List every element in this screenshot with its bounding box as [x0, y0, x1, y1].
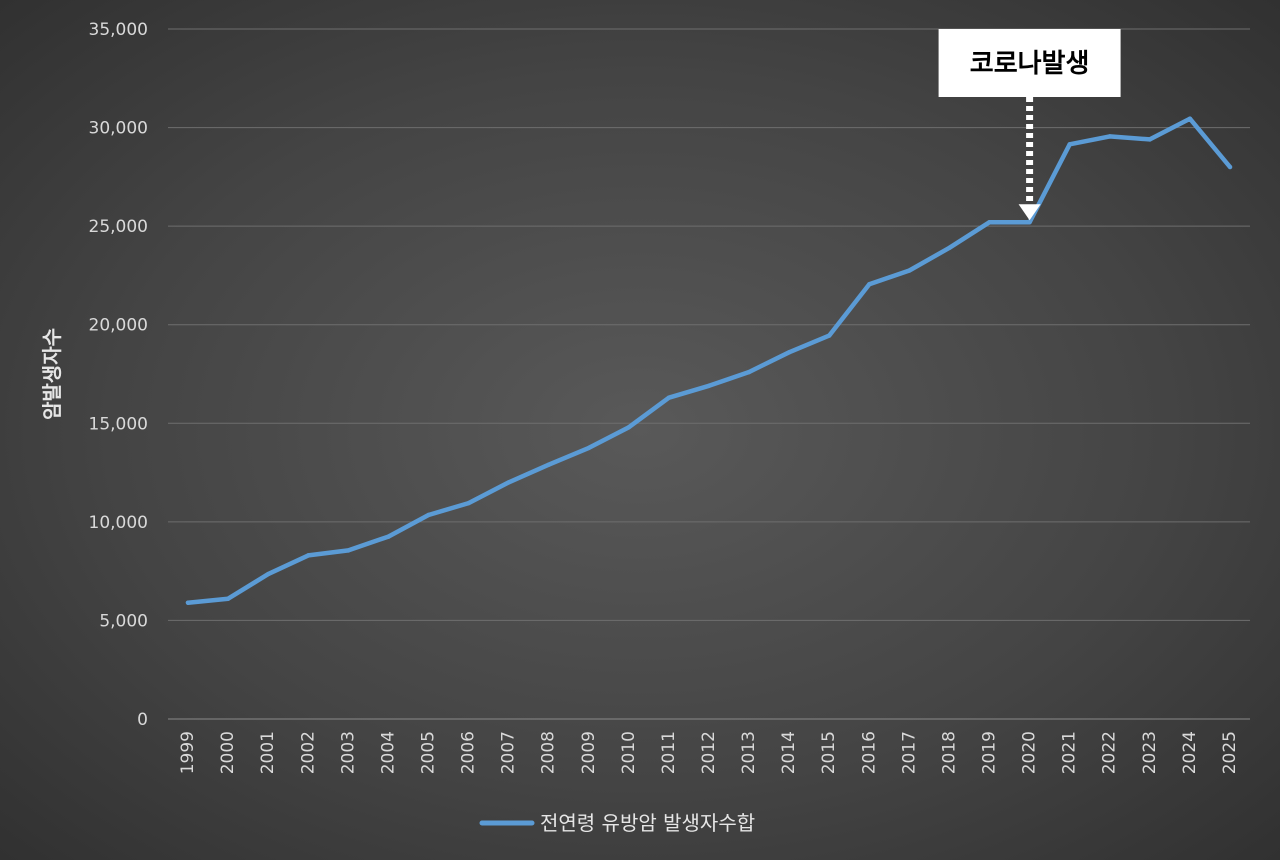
x-tick-label: 2022	[1100, 731, 1120, 774]
data-point	[185, 600, 191, 605]
data-point	[1147, 137, 1153, 142]
x-tick-label: 2018	[939, 731, 959, 774]
y-tick-label: 35,000	[89, 20, 148, 40]
x-tick-label: 2021	[1060, 731, 1080, 774]
data-point	[586, 445, 591, 451]
x-tick-label: 2001	[258, 731, 278, 774]
data-point	[907, 268, 912, 273]
data-point	[386, 534, 391, 539]
gridlines	[168, 28, 1250, 621]
data-point	[1187, 116, 1193, 121]
y-tick-label: 15,000	[89, 414, 148, 434]
series-line-0	[185, 116, 1233, 605]
y-tick-label: 25,000	[89, 217, 148, 237]
data-point	[947, 245, 952, 251]
data-point	[706, 383, 712, 389]
x-tick-label: 2006	[459, 731, 479, 774]
y-axis-ticks: 0 5,000 10,000 15,000 20,000 25,000 30,000 35,0…	[89, 20, 148, 730]
legend-label: 전연령 유방암 발생자수합	[540, 811, 755, 835]
data-point	[506, 480, 511, 485]
annotation-text: 코로나발생	[970, 49, 1090, 79]
x-tick-label: 2011	[659, 731, 679, 774]
x-tick-label: 2012	[699, 731, 719, 774]
x-tick-label: 2002	[298, 731, 318, 774]
data-point	[827, 333, 832, 338]
x-tick-label: 2010	[619, 731, 639, 774]
y-tick-label: 20,000	[89, 316, 148, 336]
x-tick-label: 2004	[378, 731, 398, 774]
data-point	[786, 350, 792, 355]
annotation-corona: 코로나발생	[938, 29, 1121, 221]
data-point	[546, 462, 551, 467]
x-axis-ticks: 1999 2000 2001 2002 2003 2004 2005 2006 2007 2008…	[178, 731, 1240, 774]
series-layer	[185, 116, 1233, 605]
x-tick-label: 2007	[499, 731, 519, 774]
data-point	[466, 500, 471, 506]
x-tick-label: 2023	[1140, 731, 1160, 774]
x-tick-label: 2000	[218, 731, 238, 774]
x-tick-label: 2003	[338, 731, 358, 774]
x-tick-label: 2019	[980, 731, 1000, 774]
data-point	[987, 220, 992, 225]
data-point	[346, 548, 351, 553]
x-tick-label: 2014	[779, 731, 799, 774]
data-point	[666, 395, 672, 400]
data-point	[1067, 142, 1072, 147]
data-point	[225, 596, 231, 601]
data-point	[265, 571, 271, 577]
x-tick-label: 2025	[1220, 731, 1240, 774]
y-tick-label: 30,000	[89, 119, 148, 139]
x-tick-label: 2020	[1020, 731, 1040, 774]
annotation-arrow-head	[1018, 204, 1041, 221]
x-tick-label: 1999	[178, 731, 198, 774]
data-point	[867, 282, 872, 287]
annotation-box	[938, 29, 1121, 97]
x-tick-label: 2017	[899, 731, 919, 774]
legend: 전연령 유방암 발생자수합	[479, 811, 755, 835]
x-tick-label: 2008	[539, 731, 559, 774]
data-point	[1027, 220, 1032, 225]
x-tick-label: 2013	[739, 731, 759, 774]
data-point	[626, 425, 632, 430]
x-tick-label: 2005	[418, 731, 438, 774]
y-axis-label: 암발생자수	[40, 328, 64, 420]
data-point	[1107, 134, 1112, 139]
data-point	[1227, 164, 1233, 170]
data-point	[746, 369, 752, 375]
data-point	[306, 553, 311, 558]
y-tick-label: 10,000	[89, 513, 148, 533]
data-point	[426, 512, 431, 518]
y-tick-label: 5,000	[99, 611, 148, 631]
x-tick-label: 2016	[859, 731, 879, 774]
x-tick-label: 2009	[579, 731, 599, 774]
x-tick-label: 2015	[819, 731, 839, 774]
x-tick-label: 2024	[1180, 731, 1200, 774]
y-tick-label: 0	[137, 710, 148, 730]
